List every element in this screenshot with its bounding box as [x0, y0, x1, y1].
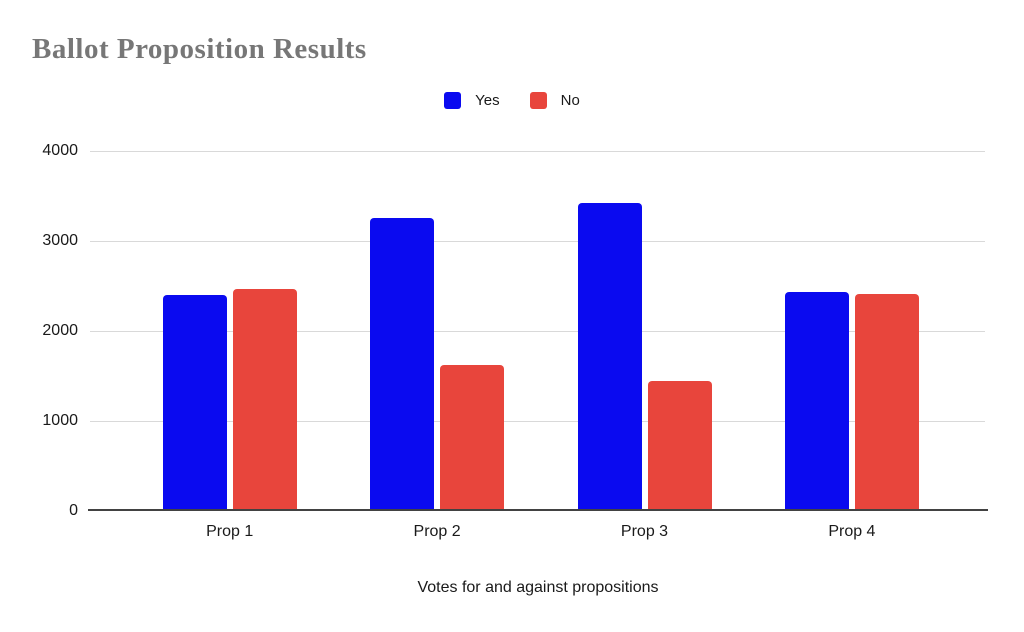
x-tick-label-prop2: Prop 2 — [413, 523, 461, 540]
legend-item-no: No — [529, 92, 580, 109]
gridline-4000 — [90, 150, 985, 152]
legend-label: No — [560, 92, 580, 109]
y-tick-label-2000: 2000 — [42, 322, 78, 339]
legend-swatch-no — [529, 92, 547, 109]
gridline-2000 — [90, 330, 985, 332]
y-tick-label-0: 0 — [69, 502, 78, 519]
bar-prop2-yes — [370, 218, 435, 509]
bar-prop4-yes — [784, 292, 849, 509]
bar-prop3-no — [647, 381, 712, 509]
bar-prop2-no — [440, 365, 505, 509]
gridline-3000 — [90, 240, 985, 242]
bar-prop1-no — [232, 289, 297, 509]
x-tick-label-prop4: Prop 4 — [828, 523, 876, 540]
gridline-1000 — [90, 420, 985, 422]
legend-label: Yes — [475, 92, 500, 109]
y-tick-label-1000: 1000 — [42, 412, 78, 429]
x-tick-label-prop1: Prop 1 — [206, 523, 254, 540]
bar-prop1-yes — [162, 294, 227, 509]
chart-title: Ballot Proposition Results — [32, 33, 367, 65]
legend-item-yes: Yes — [444, 92, 500, 109]
x-tick-label-prop3: Prop 3 — [620, 523, 669, 540]
bar-prop3-yes — [577, 203, 642, 509]
bar-prop4-no — [854, 293, 919, 509]
legend-swatch-yes — [444, 92, 462, 109]
plot-area — [88, 150, 988, 511]
legend: Yes No — [0, 92, 1024, 109]
y-tick-label-3000: 3000 — [42, 232, 78, 249]
x-axis-title: Votes for and against propositions — [417, 579, 659, 596]
y-tick-label-4000: 4000 — [42, 142, 78, 159]
